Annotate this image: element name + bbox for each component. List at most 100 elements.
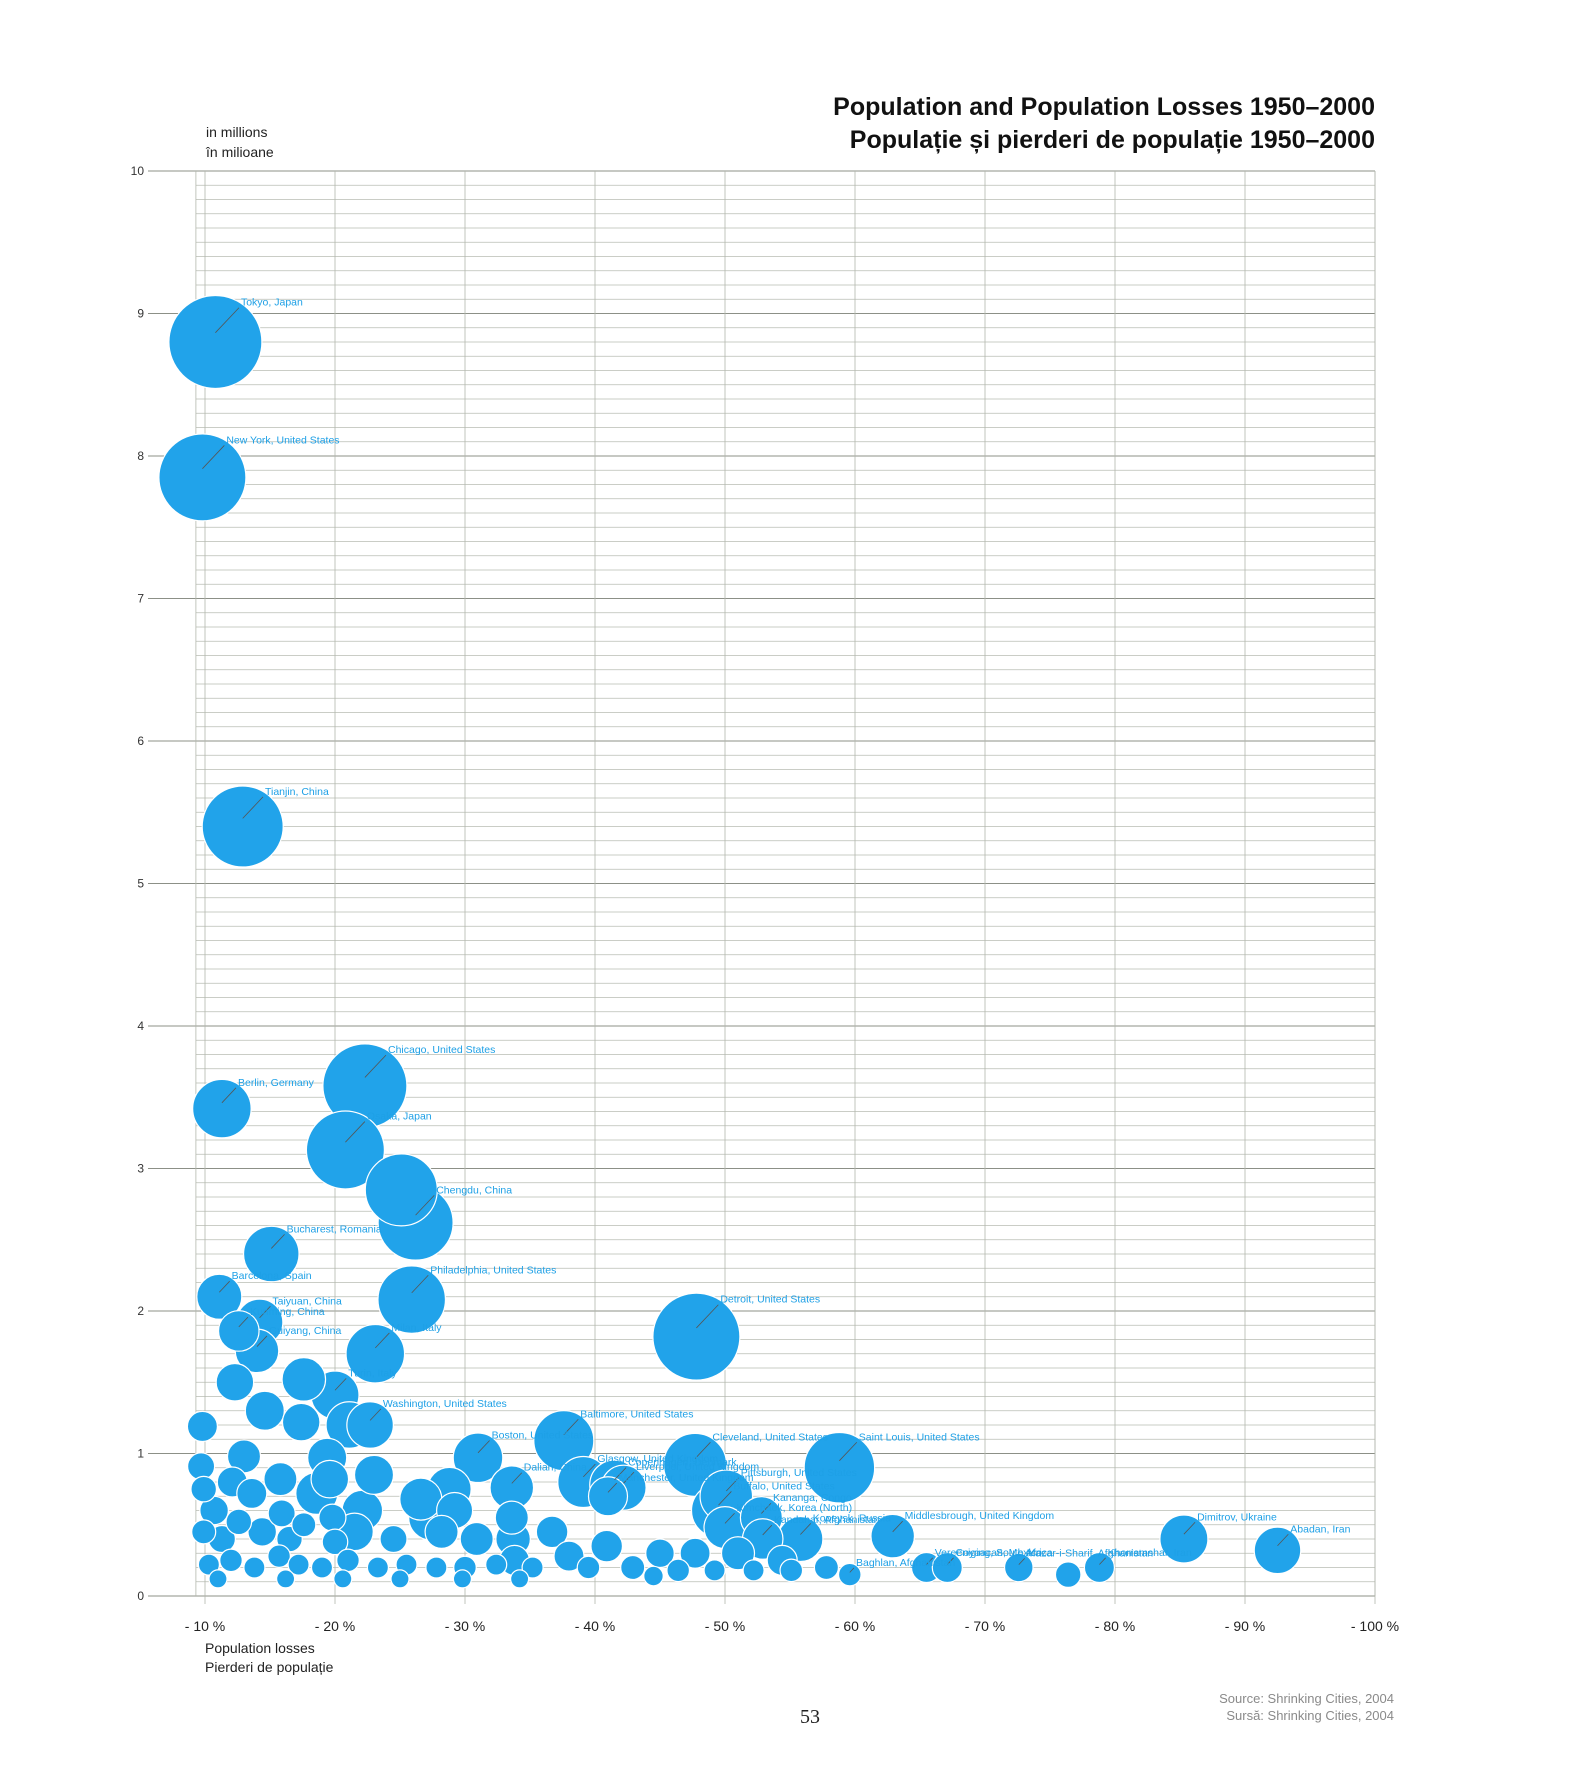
bubble-khorramshar-iran: [1083, 1551, 1116, 1584]
chart-title: Population and Population Losses 1950–20…: [833, 93, 1375, 121]
bubble-unlabeled: [553, 1540, 585, 1572]
bubble-new-york-united-states: [158, 433, 247, 522]
bubble-unlabeled: [509, 1569, 530, 1589]
bubble-bucharest-romania: [242, 1225, 300, 1283]
bubble-unlabeled: [243, 1556, 266, 1579]
bubble-unlabeled: [399, 1477, 443, 1521]
city-label: Abadan, Iran: [1290, 1523, 1350, 1535]
bubble-saint-louis-united-states: [803, 1431, 876, 1504]
bubble-layer: [158, 294, 1302, 1589]
city-label: New York, United States: [226, 434, 339, 446]
bubble-manchester-united-kingdom: [587, 1476, 629, 1517]
y-axis-unit-ro: în milioane: [205, 144, 274, 160]
city-label: Milan, Italy: [391, 1322, 442, 1334]
y-tick-label: 8: [137, 449, 144, 463]
x-tick-label: - 10 %: [185, 1618, 225, 1634]
bubble-unlabeled: [535, 1515, 569, 1549]
label-leader: [1183, 1522, 1196, 1535]
bubble-unlabeled: [813, 1554, 840, 1581]
bubble-abadan-iran: [1253, 1526, 1302, 1575]
x-tick-label: - 70 %: [965, 1618, 1005, 1634]
x-tick-label: - 20 %: [315, 1618, 355, 1634]
bubble-unlabeled: [267, 1544, 291, 1568]
bubble-unlabeled: [779, 1558, 804, 1583]
label-leader: [947, 1557, 954, 1565]
bubble-osaka-japan: [305, 1110, 385, 1190]
bubble-unlabeled: [576, 1555, 601, 1580]
bubble-washington-united-states: [346, 1401, 394, 1449]
city-label: Copenhagen, Denmark: [628, 1457, 737, 1469]
city-label: Mazar-i-Sharif, Afghanistan: [1027, 1547, 1154, 1559]
bubble-unlabeled: [310, 1459, 350, 1499]
page-number: 53: [800, 1706, 820, 1728]
x-tick-label: - 80 %: [1095, 1618, 1135, 1634]
label-leader: [1018, 1558, 1025, 1565]
city-label: Pittsburgh, United States: [741, 1467, 857, 1479]
bubble-coyoacan-mexico: [931, 1551, 963, 1584]
bubble-unlabeled: [703, 1559, 726, 1582]
label-leader: [1277, 1533, 1289, 1547]
city-label: Baghlan, Afghanistan: [856, 1557, 955, 1569]
city-label: Boston, United States: [492, 1429, 594, 1441]
y-tick-label: 9: [137, 307, 144, 321]
city-label: Turin, Italy: [348, 1367, 397, 1379]
bubble-unlabeled: [219, 1548, 243, 1573]
label-leader: [415, 1195, 435, 1216]
label-leader: [242, 796, 264, 819]
bubble-unlabeled: [364, 1153, 438, 1227]
city-label: Berlin, Germany: [238, 1077, 315, 1089]
bubble-unlabeled: [247, 1517, 278, 1547]
city-label: Philadelphia, United States: [430, 1264, 556, 1276]
y-tick-label: 6: [137, 734, 144, 748]
x-tick-label: - 30 %: [445, 1618, 485, 1634]
label-leader: [800, 1523, 812, 1535]
y-tick-label: 5: [137, 877, 144, 891]
bubble-unlabeled: [236, 1477, 268, 1510]
bubble-boston-united-states: [452, 1432, 504, 1484]
chart-subtitle: Populație și pierderi de populație 1950–…: [850, 126, 1375, 154]
bubble-unlabeled: [244, 1390, 285, 1431]
label-leader: [762, 1524, 773, 1536]
bubble-unlabeled: [679, 1537, 711, 1569]
city-label: Kananga, Congo: [773, 1492, 852, 1504]
source-ro: Sursă: Shrinking Cities, 2004: [1226, 1708, 1394, 1723]
label-leader: [202, 445, 225, 469]
city-label: Detroit, United States: [720, 1294, 820, 1306]
bubble-unlabeled: [208, 1569, 228, 1589]
city-label: Manchester, United Kingdom: [619, 1472, 754, 1484]
city-label: Washington, United States: [383, 1398, 507, 1410]
bubble-unlabeled: [187, 1452, 216, 1481]
city-label: Chengdu, China: [436, 1184, 512, 1196]
label-leader: [761, 1502, 772, 1514]
bubble-unlabeled: [390, 1569, 410, 1589]
y-axis-unit-en: in millions: [206, 124, 267, 140]
bubble-unlabeled: [287, 1553, 310, 1576]
label-leader: [364, 1054, 387, 1078]
city-label: Baltimore, United States: [580, 1408, 693, 1420]
label-leader: [334, 1378, 347, 1391]
city-label: Cleveland, United States: [712, 1431, 828, 1443]
label-leader: [724, 1512, 735, 1524]
bubble-unlabeled: [452, 1569, 472, 1589]
y-tick-label: 7: [137, 592, 144, 606]
bubble-mazar-i-sharif-afghanistan: [1003, 1552, 1034, 1583]
city-label: Bucharest, Romania: [287, 1223, 382, 1235]
city-label: Vereeniging, South Africa: [935, 1547, 1053, 1559]
bubble-barcelona-spain: [196, 1273, 243, 1320]
bubble-unlabeled: [225, 1508, 253, 1536]
bubble-unlabeled: [197, 1553, 220, 1576]
city-label: Osaka, Japan: [367, 1111, 432, 1123]
label-leader: [238, 1316, 249, 1328]
label-leader: [215, 307, 240, 333]
y-tick-label: 2: [137, 1304, 144, 1318]
y-tick-label: 1: [137, 1447, 144, 1461]
bubble-unlabeled: [267, 1499, 296, 1528]
label-leader: [926, 1557, 934, 1565]
label-leader: [563, 1419, 579, 1435]
y-tick-label: 10: [131, 164, 145, 178]
bubble-middlesbrough-united-kingdom: [870, 1513, 916, 1559]
bubble-unlabeled: [720, 1536, 756, 1571]
source-en: Source: Shrinking Cities, 2004: [1219, 1691, 1394, 1706]
label-leader: [219, 1280, 230, 1293]
bubble-unlabeled: [336, 1548, 360, 1573]
